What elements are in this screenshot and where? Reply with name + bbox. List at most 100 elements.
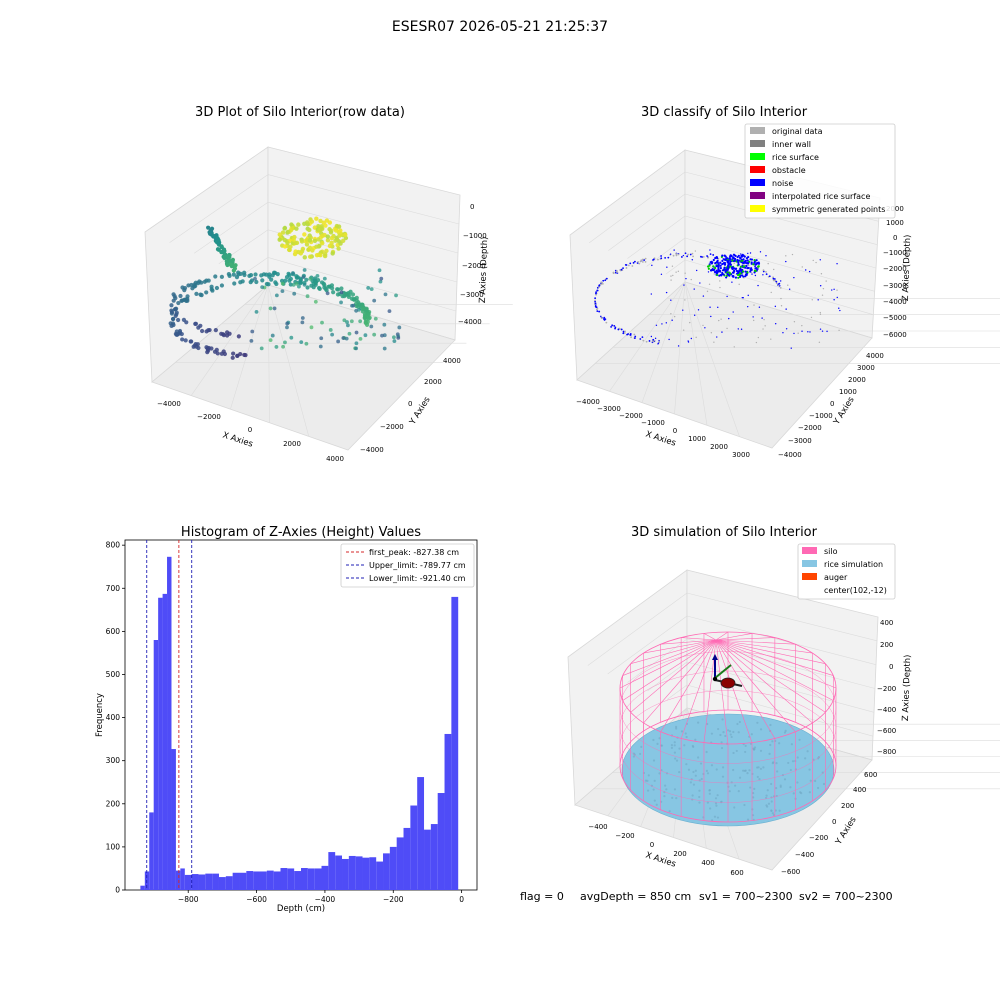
raw-point [260, 278, 265, 283]
classify-point [707, 256, 709, 259]
rice-surface-point [798, 738, 801, 741]
rice-surface-point [765, 794, 768, 797]
classify-z-tick: −4000 [883, 298, 907, 306]
grid-line [665, 259, 686, 275]
raw-point [354, 341, 359, 346]
classify-point [757, 262, 759, 264]
classify-point [634, 335, 637, 338]
raw-point [219, 244, 224, 249]
grid-line [684, 259, 874, 315]
simulation-y-tick: 0 [832, 818, 836, 826]
classify-point [836, 296, 838, 299]
classify-point [658, 340, 660, 342]
raw-point [285, 240, 290, 246]
histogram-bar [153, 640, 159, 890]
raw-point [309, 219, 315, 224]
raw-point [197, 279, 202, 284]
raw-point [366, 286, 371, 290]
raw-point [314, 216, 319, 221]
classify-point [723, 254, 726, 257]
classify-y-tick: 0 [830, 400, 834, 408]
rice-surface-point [706, 801, 709, 804]
classify-point [819, 313, 822, 315]
grid-line [587, 592, 688, 666]
rice-surface-point [800, 792, 803, 795]
rice-surface-point [742, 769, 745, 772]
rice-surface-point [685, 735, 688, 739]
simulation-x-tick: 400 [701, 859, 714, 867]
rice-surface-point [691, 794, 694, 797]
raw-point [372, 298, 377, 303]
classify-point [787, 284, 789, 286]
raw-point [206, 278, 211, 283]
classify-point [831, 289, 833, 291]
silo-roof-line [630, 639, 717, 664]
raw-y-tick: 0 [408, 400, 412, 408]
classify-point [819, 311, 822, 314]
classify-point [819, 328, 822, 330]
classify-point [699, 255, 702, 258]
raw-point [205, 350, 210, 355]
raw-point [267, 274, 272, 279]
classify-point [655, 324, 658, 326]
auger-center-marker [712, 676, 718, 682]
classify-point [793, 276, 795, 279]
raw-point [395, 332, 400, 337]
classify-point [707, 271, 710, 273]
classify-point [604, 279, 607, 282]
raw-point [289, 335, 294, 340]
classify-point [612, 272, 615, 275]
rice-surface-point [708, 788, 711, 792]
raw-point [272, 306, 277, 311]
classify-point [731, 259, 734, 262]
grid-line [267, 201, 459, 254]
classify-point [641, 261, 644, 263]
classify-point [723, 258, 726, 261]
silo-roof-line [715, 639, 796, 732]
rice-surface-point [753, 746, 757, 749]
classify-point [699, 282, 701, 284]
rice-surface-point [728, 790, 731, 793]
classify-point [650, 335, 653, 338]
classify-point [808, 270, 811, 273]
classify-legend-swatch [750, 140, 765, 147]
grid-line [666, 684, 688, 700]
silo-mid-ring [619, 651, 837, 764]
classify-point [733, 254, 736, 257]
simulation-y-tick: 200 [841, 802, 854, 810]
classify-x-tick: −1000 [641, 419, 665, 427]
classify-point [673, 249, 675, 251]
grid-line [267, 284, 270, 423]
panel-classify-3d: 3D classify of Silo Interior −4000 −3000… [569, 105, 1000, 459]
rice-surface-point [715, 804, 718, 807]
classify-point [765, 271, 767, 273]
classify-point [633, 337, 636, 340]
classify-point [836, 289, 838, 291]
classify-y-tick: −2000 [798, 424, 822, 432]
rice-surface-point [720, 801, 723, 804]
classify-point [707, 267, 710, 270]
classify-point [680, 256, 683, 258]
raw-point [346, 323, 350, 328]
classify-point [741, 274, 744, 277]
rice-surface-point [719, 733, 722, 737]
silo-roof-line [715, 639, 776, 739]
rice-surface-point [653, 799, 656, 802]
classify-point [731, 281, 733, 283]
classify-point [833, 288, 835, 290]
rice-surface-point [738, 776, 742, 779]
raw-point [364, 308, 369, 313]
grid-line [588, 171, 686, 244]
classify-point [732, 311, 734, 313]
classify-point [746, 259, 749, 262]
rice-surface-point [699, 762, 703, 765]
simulation-3d-z-ticks: 400 200 0 −200 −400 −600 −800 [877, 619, 896, 756]
classify-point [780, 305, 783, 307]
raw-point [372, 332, 377, 337]
raw-point [291, 283, 296, 287]
status-footer: flag = 0 avgDepth = 850 cm sv1 = 700~230… [520, 890, 893, 903]
classify-point [782, 332, 784, 334]
classify-point [740, 253, 742, 255]
rice-surface-point [706, 722, 709, 726]
